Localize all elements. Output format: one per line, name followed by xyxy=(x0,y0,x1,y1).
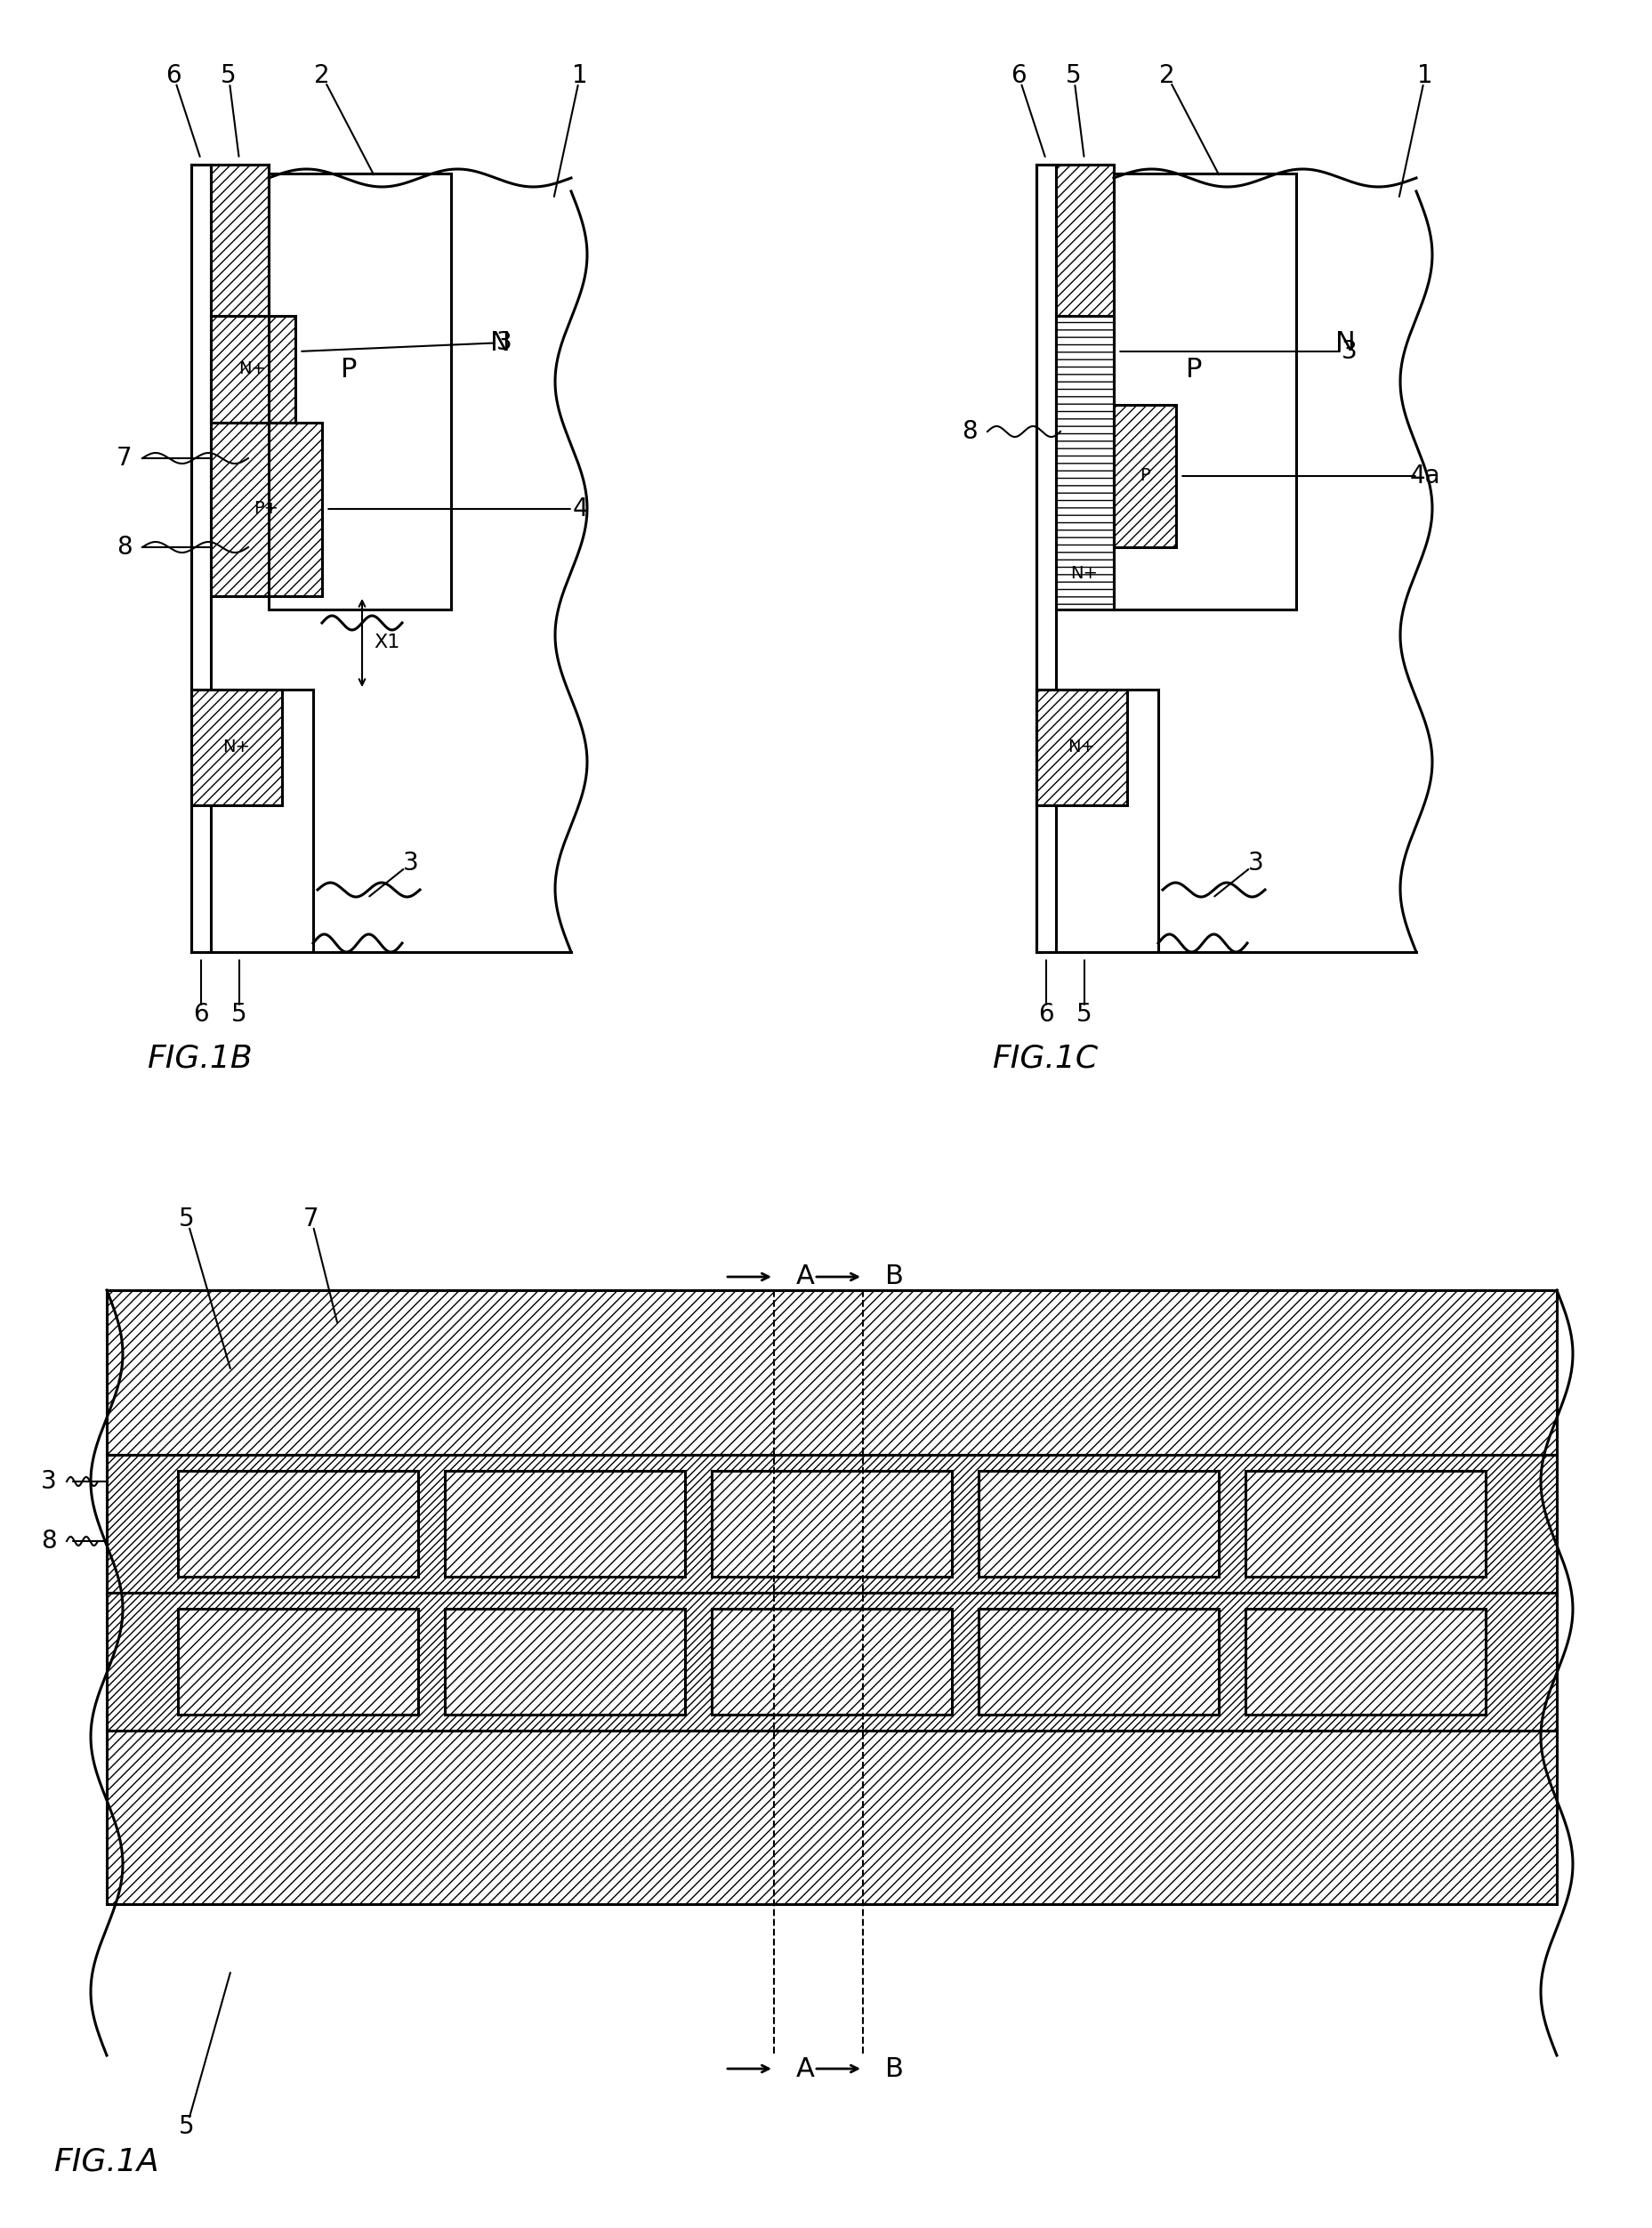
Text: A: A xyxy=(796,1263,814,1290)
Bar xyxy=(712,1609,952,1716)
Bar xyxy=(1113,405,1176,548)
Bar xyxy=(978,1470,1218,1577)
Text: 8: 8 xyxy=(41,1528,56,1553)
Text: FIG.1A: FIG.1A xyxy=(53,2148,159,2177)
Text: 5: 5 xyxy=(231,1003,248,1027)
Text: P: P xyxy=(340,356,357,383)
Text: 3: 3 xyxy=(496,330,512,354)
Text: P: P xyxy=(1184,356,1201,383)
Text: N+: N+ xyxy=(223,740,251,755)
Bar xyxy=(1056,165,1113,432)
Text: P: P xyxy=(1140,468,1150,483)
Text: 5: 5 xyxy=(1066,62,1080,89)
Text: N+: N+ xyxy=(1067,740,1095,755)
Bar xyxy=(211,423,322,597)
Text: 3: 3 xyxy=(41,1468,56,1495)
Text: 6: 6 xyxy=(1037,1003,1054,1027)
Text: N: N xyxy=(1335,330,1355,356)
Bar xyxy=(107,1593,1556,1731)
Text: 1: 1 xyxy=(572,62,588,89)
Bar xyxy=(1036,165,1056,951)
Bar xyxy=(1244,1470,1485,1577)
Text: 5: 5 xyxy=(1075,1003,1092,1027)
Bar xyxy=(211,165,269,316)
Text: X1: X1 xyxy=(373,633,400,651)
Text: 5: 5 xyxy=(178,2114,195,2139)
Bar xyxy=(107,1455,1556,1593)
Text: 5: 5 xyxy=(178,1208,195,1232)
Text: 5: 5 xyxy=(221,62,236,89)
Text: 3: 3 xyxy=(1341,339,1356,363)
Bar xyxy=(107,1290,1556,1455)
Text: P+: P+ xyxy=(253,501,278,517)
Bar xyxy=(712,1470,952,1577)
Text: 6: 6 xyxy=(165,62,182,89)
Bar xyxy=(444,1609,684,1716)
Text: 1: 1 xyxy=(1416,62,1432,89)
Bar xyxy=(211,316,296,423)
Text: 7: 7 xyxy=(117,446,132,470)
Text: 8: 8 xyxy=(117,535,132,559)
Text: 4a: 4a xyxy=(1409,463,1441,488)
Text: B: B xyxy=(885,2056,904,2081)
Text: 3: 3 xyxy=(403,851,418,876)
Text: A: A xyxy=(796,2056,814,2081)
Text: 7: 7 xyxy=(304,1208,319,1232)
Bar xyxy=(1244,1609,1485,1716)
Text: 2: 2 xyxy=(1158,62,1175,89)
Bar xyxy=(192,165,211,951)
Text: N: N xyxy=(489,330,510,356)
Text: FIG.1C: FIG.1C xyxy=(991,1043,1097,1074)
Bar xyxy=(178,1470,418,1577)
Text: 6: 6 xyxy=(193,1003,208,1027)
Bar xyxy=(978,1609,1218,1716)
Text: 6: 6 xyxy=(1011,62,1026,89)
Text: B: B xyxy=(885,1263,904,1290)
Text: 2: 2 xyxy=(314,62,330,89)
Text: N+: N+ xyxy=(1070,566,1097,582)
Bar xyxy=(444,1470,684,1577)
Text: N+: N+ xyxy=(240,361,266,379)
Bar xyxy=(1056,316,1113,610)
Text: FIG.1B: FIG.1B xyxy=(147,1043,253,1074)
Bar xyxy=(107,1731,1556,1905)
Text: 8: 8 xyxy=(961,419,976,443)
Text: 3: 3 xyxy=(1247,851,1264,876)
Bar xyxy=(192,691,282,804)
Bar xyxy=(1036,691,1127,804)
Bar xyxy=(178,1609,418,1716)
Text: 4: 4 xyxy=(572,497,588,521)
